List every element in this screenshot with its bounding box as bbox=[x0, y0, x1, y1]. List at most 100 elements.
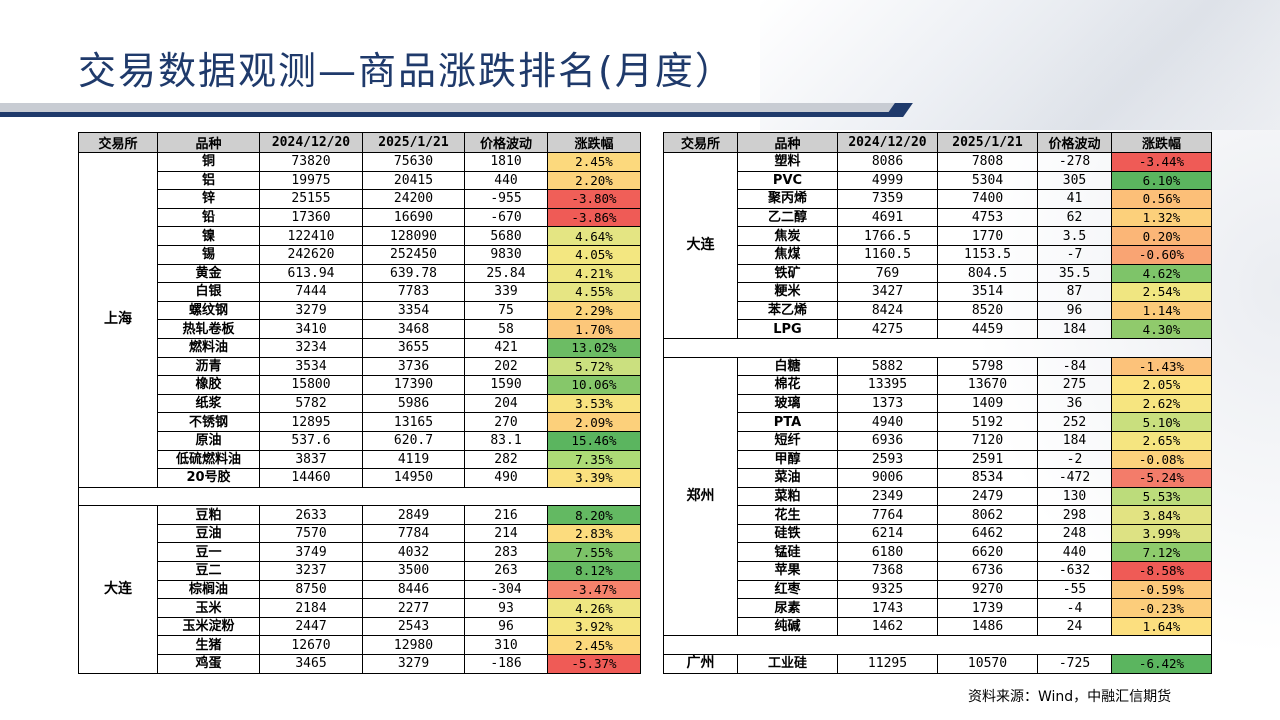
table-row: 玻璃 1373 1409 36 2.62% bbox=[664, 393, 1212, 414]
price-change-cell: 41 bbox=[1037, 189, 1112, 209]
price-start-cell: 73820 bbox=[259, 152, 363, 172]
price-end-cell: 5986 bbox=[362, 393, 465, 414]
group-separator-row bbox=[78, 486, 641, 507]
table-row: 玉米淀粉 2447 2543 96 3.92% bbox=[79, 616, 641, 637]
price-change-cell: 5680 bbox=[464, 226, 548, 246]
price-start-cell: 7444 bbox=[259, 282, 363, 302]
price-start-cell: 12895 bbox=[259, 412, 363, 432]
pct-change-cell: 2.45% bbox=[547, 152, 641, 172]
commodity-name-cell: 生猪 bbox=[157, 635, 260, 656]
pct-change-cell: 1.70% bbox=[547, 319, 641, 339]
pct-change-cell: 8.12% bbox=[547, 561, 641, 581]
price-end-cell: 5798 bbox=[937, 356, 1038, 377]
commodity-name-cell: 黄金 bbox=[157, 263, 260, 284]
price-start-cell: 11295 bbox=[837, 654, 938, 674]
price-start-cell: 9006 bbox=[837, 468, 938, 488]
price-end-cell: 2849 bbox=[362, 505, 465, 525]
commodity-name-cell: 燃料油 bbox=[157, 337, 260, 358]
group-separator-row bbox=[663, 635, 1212, 656]
price-change-cell: 58 bbox=[464, 319, 548, 339]
table-row: 锰硅 6180 6620 440 7.12% bbox=[664, 542, 1212, 563]
commodity-name-cell: 20号胶 bbox=[157, 468, 260, 488]
price-start-cell: 1160.5 bbox=[837, 244, 938, 265]
price-end-cell: 3655 bbox=[362, 337, 465, 358]
price-change-cell: 270 bbox=[464, 412, 548, 432]
commodity-name-cell: 红枣 bbox=[737, 579, 838, 600]
price-end-cell: 1409 bbox=[937, 393, 1038, 414]
pct-change-cell: 4.62% bbox=[1111, 263, 1212, 284]
table-row: 鸡蛋 3465 3279 -186 -5.37% bbox=[79, 654, 641, 674]
price-end-cell: 3736 bbox=[362, 356, 465, 377]
table-row: 短纤 6936 7120 184 2.65% bbox=[664, 430, 1212, 451]
price-start-cell: 8424 bbox=[837, 300, 938, 321]
pct-change-cell: -5.37% bbox=[547, 654, 641, 674]
pct-change-cell: -3.44% bbox=[1111, 152, 1212, 172]
commodity-name-cell: 纯碱 bbox=[737, 616, 838, 637]
pct-change-cell: 5.72% bbox=[547, 356, 641, 377]
pct-change-cell: -3.80% bbox=[547, 189, 641, 209]
price-change-cell: 298 bbox=[1037, 505, 1112, 525]
price-end-cell: 2591 bbox=[937, 449, 1038, 470]
pct-change-cell: 8.20% bbox=[547, 505, 641, 525]
commodity-name-cell: 镍 bbox=[157, 226, 260, 246]
price-start-cell: 19975 bbox=[259, 170, 363, 191]
price-change-cell: 252 bbox=[1037, 412, 1112, 432]
price-change-cell: 83.1 bbox=[464, 430, 548, 451]
price-start-cell: 3837 bbox=[259, 449, 363, 470]
table-row: 焦炭 1766.5 1770 3.5 0.20% bbox=[664, 226, 1212, 246]
commodity-name-cell: 菜粕 bbox=[737, 486, 838, 507]
table-row: 燃料油 3234 3655 421 13.02% bbox=[79, 337, 641, 358]
title-underline-gray bbox=[0, 103, 905, 112]
data-source-note: 资料来源：Wind，中融汇信期货 bbox=[968, 689, 1172, 705]
table-row: 豆油 7570 7784 214 2.83% bbox=[79, 523, 641, 544]
price-end-cell: 8520 bbox=[937, 300, 1038, 321]
table-row: 乙二醇 4691 4753 62 1.32% bbox=[664, 207, 1212, 228]
price-start-cell: 12670 bbox=[259, 635, 363, 656]
price-change-cell: 339 bbox=[464, 282, 548, 302]
table-header-row: 交易所 品种 2024/12/20 2025/1/21 价格波动 涨跌幅 bbox=[78, 132, 641, 153]
table-row: 广州 工业硅 11295 10570 -725 -6.42% bbox=[663, 654, 1212, 674]
pct-change-cell: 6.10% bbox=[1111, 170, 1212, 191]
price-change-cell: 93 bbox=[464, 598, 548, 618]
commodity-name-cell: 豆油 bbox=[157, 523, 260, 544]
commodity-name-cell: 原油 bbox=[157, 430, 260, 451]
price-start-cell: 7764 bbox=[837, 505, 938, 525]
header-pct-change: 涨跌幅 bbox=[547, 132, 641, 153]
price-change-cell: 305 bbox=[1037, 170, 1112, 191]
price-start-cell: 1462 bbox=[837, 616, 938, 637]
price-change-cell: 75 bbox=[464, 300, 548, 321]
price-start-cell: 6936 bbox=[837, 430, 938, 451]
commodity-name-cell: 铁矿 bbox=[737, 263, 838, 284]
commodity-name-cell: 短纤 bbox=[737, 430, 838, 451]
price-end-cell: 75630 bbox=[362, 152, 465, 172]
price-end-cell: 1153.5 bbox=[937, 244, 1038, 265]
price-end-cell: 2277 bbox=[362, 598, 465, 618]
pct-change-cell: 15.46% bbox=[547, 430, 641, 451]
commodity-name-cell: 玉米 bbox=[157, 598, 260, 618]
commodity-name-cell: 甲醇 bbox=[737, 449, 838, 470]
price-start-cell: 15800 bbox=[259, 375, 363, 395]
price-start-cell: 2593 bbox=[837, 449, 938, 470]
table-row: 铅 17360 16690 -670 -3.86% bbox=[79, 207, 641, 228]
price-change-cell: 204 bbox=[464, 393, 548, 414]
price-change-cell: 96 bbox=[464, 616, 548, 637]
commodity-name-cell: 白银 bbox=[157, 282, 260, 302]
price-end-cell: 639.78 bbox=[362, 263, 465, 284]
table-row: 铝 19975 20415 440 2.20% bbox=[79, 170, 641, 191]
price-start-cell: 3534 bbox=[259, 356, 363, 377]
price-end-cell: 6736 bbox=[937, 561, 1038, 581]
price-start-cell: 4691 bbox=[837, 207, 938, 228]
price-start-cell: 613.94 bbox=[259, 263, 363, 284]
price-change-cell: -186 bbox=[464, 654, 548, 674]
group-separator-cell bbox=[663, 635, 1212, 656]
price-change-cell: 62 bbox=[1037, 207, 1112, 228]
table-row: PTA 4940 5192 252 5.10% bbox=[664, 412, 1212, 432]
price-end-cell: 1770 bbox=[937, 226, 1038, 246]
commodity-name-cell: 铝 bbox=[157, 170, 260, 191]
table-row: 苯乙烯 8424 8520 96 1.14% bbox=[664, 300, 1212, 321]
commodity-name-cell: 豆一 bbox=[157, 542, 260, 563]
pct-change-cell: 5.10% bbox=[1111, 412, 1212, 432]
commodity-name-cell: 锰硅 bbox=[737, 542, 838, 563]
price-start-cell: 8750 bbox=[259, 579, 363, 600]
exchange-cell: 上海 bbox=[78, 152, 158, 488]
